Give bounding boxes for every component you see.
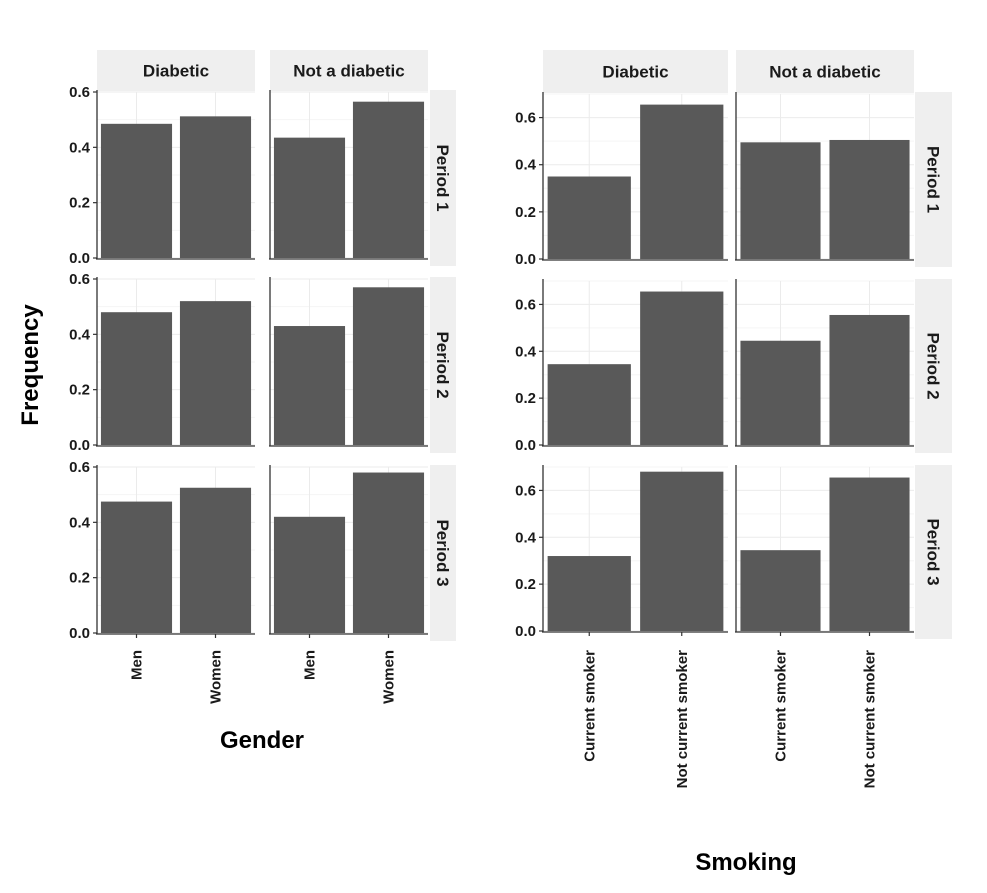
x-axis-title: Gender bbox=[220, 727, 304, 754]
facet-strip-2 bbox=[270, 50, 428, 91]
facet-strip-1 bbox=[97, 50, 255, 91]
x-tick-label: Not current smoker bbox=[674, 650, 691, 789]
x-tick-label: Not current smoker bbox=[862, 650, 879, 789]
facet-row-label: Period 1 bbox=[433, 144, 452, 211]
x-tick-label: Women bbox=[208, 650, 225, 704]
facet-row-label: Period 2 bbox=[433, 331, 452, 398]
x-tick-label: Women bbox=[381, 650, 398, 704]
x-tick-label: Current smoker bbox=[581, 650, 598, 762]
facet-row-strip-1 bbox=[915, 92, 952, 267]
y-tick-label: 0.0 bbox=[515, 623, 536, 640]
y-tick-label: 0.2 bbox=[69, 570, 90, 587]
x-axis-title: Smoking bbox=[695, 849, 796, 876]
facet-row-strip-3 bbox=[430, 465, 456, 641]
facet-row-strip-2 bbox=[915, 279, 952, 453]
y-tick-label: 0.0 bbox=[69, 250, 90, 267]
y-tick-label: 0.4 bbox=[515, 343, 537, 360]
y-tick-label: 0.2 bbox=[69, 382, 90, 399]
facet-strip-label: Diabetic bbox=[143, 62, 209, 81]
x-tick-label: Current smoker bbox=[773, 650, 790, 762]
facet-row-strip-1 bbox=[430, 90, 456, 266]
y-tick-label: 0.0 bbox=[515, 437, 536, 454]
y-axis-title: Frequency bbox=[17, 304, 44, 426]
y-tick-label: 0.4 bbox=[515, 529, 537, 546]
facet-row-label: Period 3 bbox=[924, 518, 943, 585]
y-tick-label: 0.2 bbox=[515, 204, 536, 221]
y-tick-label: 0.0 bbox=[515, 251, 536, 268]
bar-not-current-smoker bbox=[829, 314, 910, 445]
bar-not-current-smoker bbox=[829, 477, 910, 631]
y-tick-label: 0.0 bbox=[69, 625, 90, 642]
y-tick-label: 0.2 bbox=[69, 195, 90, 212]
bar-women bbox=[179, 301, 252, 445]
y-tick-label: 0.4 bbox=[515, 157, 537, 174]
y-tick-label: 0.6 bbox=[515, 296, 536, 313]
facet-strip-label: Not a diabetic bbox=[293, 62, 404, 81]
y-tick-label: 0.0 bbox=[69, 437, 90, 454]
bar-men bbox=[273, 326, 346, 445]
x-tick-label: Men bbox=[302, 650, 319, 680]
y-tick-label: 0.6 bbox=[69, 84, 90, 101]
y-tick-label: 0.6 bbox=[515, 482, 536, 499]
facet-row-strip-3 bbox=[915, 465, 952, 639]
bar-women bbox=[352, 472, 425, 633]
facet-strip-label: Diabetic bbox=[602, 63, 668, 82]
bar-not-current-smoker bbox=[640, 471, 724, 631]
y-tick-label: 0.4 bbox=[69, 139, 91, 156]
bar-women bbox=[179, 116, 252, 258]
bar-women bbox=[179, 487, 252, 633]
y-tick-label: 0.4 bbox=[69, 514, 91, 531]
bar-current-smoker bbox=[547, 364, 631, 445]
bar-current-smoker bbox=[547, 176, 631, 259]
x-tick-label: Men bbox=[129, 650, 146, 680]
facet-row-label: Period 2 bbox=[924, 332, 943, 399]
bar-not-current-smoker bbox=[829, 139, 910, 259]
y-tick-label: 0.4 bbox=[69, 326, 91, 343]
facet-row-label: Period 3 bbox=[433, 519, 452, 586]
bar-current-smoker bbox=[547, 556, 631, 631]
bar-men bbox=[273, 137, 346, 258]
bar-women bbox=[352, 101, 425, 258]
facet-strip-2 bbox=[736, 50, 914, 93]
y-tick-label: 0.6 bbox=[515, 110, 536, 127]
y-tick-label: 0.6 bbox=[69, 459, 90, 476]
facet-strip-1 bbox=[543, 50, 728, 93]
bar-men bbox=[273, 516, 346, 633]
y-tick-label: 0.2 bbox=[515, 576, 536, 593]
bar-men bbox=[100, 501, 173, 633]
bar-men bbox=[100, 312, 173, 445]
bar-current-smoker bbox=[740, 142, 821, 259]
facet-strip-label: Not a diabetic bbox=[769, 63, 880, 82]
facet-row-strip-2 bbox=[430, 277, 456, 453]
bar-current-smoker bbox=[740, 340, 821, 445]
bar-not-current-smoker bbox=[640, 104, 724, 259]
y-tick-label: 0.6 bbox=[69, 271, 90, 288]
facet-row-label: Period 1 bbox=[924, 146, 943, 213]
bar-current-smoker bbox=[740, 550, 821, 631]
y-tick-label: 0.2 bbox=[515, 390, 536, 407]
bar-men bbox=[100, 123, 173, 258]
bar-not-current-smoker bbox=[640, 291, 724, 445]
bar-women bbox=[352, 287, 425, 445]
